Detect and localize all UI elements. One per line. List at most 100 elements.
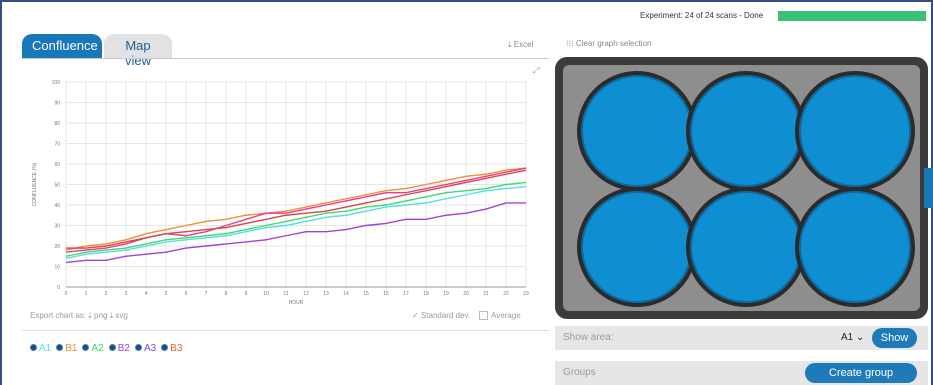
y-tick-label: 60: [54, 162, 60, 168]
legend-label: B1: [65, 343, 78, 354]
series-line-a3: [65, 202, 526, 264]
x-tick-label: 21: [483, 291, 489, 297]
y-tick-label: 20: [54, 244, 60, 250]
legend-dot-icon: [161, 344, 169, 351]
legend-dot-icon: [108, 344, 116, 351]
x-tick-label: 17: [403, 291, 409, 297]
export-label: Export chart as:: [30, 311, 87, 320]
series-line-b1: [65, 167, 527, 251]
groups-label: Groups: [563, 367, 596, 378]
well-b3[interactable]: [799, 191, 911, 303]
legend-item-b2[interactable]: B2: [108, 343, 130, 354]
x-tick-label: 9: [245, 291, 248, 297]
show-area-bar: Show area: A1 ⌄ Show: [555, 326, 928, 350]
y-tick-label: 30: [54, 224, 60, 230]
x-axis-label: HOUR: [289, 300, 304, 306]
tab-map-view[interactable]: Map view: [104, 34, 172, 68]
show-area-label: Show area:: [563, 332, 614, 343]
x-tick-label: 3: [125, 291, 128, 297]
legend-label: A3: [143, 343, 157, 354]
x-tick-label: 14: [343, 291, 349, 297]
legend-divider: [22, 330, 549, 331]
legend-item-a1[interactable]: A1: [30, 343, 51, 354]
download-icon: ⤓: [508, 40, 512, 49]
legend-dot-icon: [82, 344, 90, 351]
svg-export-button[interactable]: ⤓ svg: [109, 311, 128, 320]
clear-graph-selection-button[interactable]: ⁝⁝⁝ Clear graph selection: [566, 39, 651, 48]
series-line-a2: [65, 181, 527, 257]
standard-dev-checkbox[interactable]: ✓ Standard dev.: [412, 311, 471, 320]
expand-chart-icon[interactable]: ⤢: [533, 66, 540, 75]
well-b2[interactable]: [690, 191, 802, 303]
x-tick-label: 0: [65, 291, 68, 297]
y-tick-label: 40: [54, 203, 60, 209]
well-legend: A1 B1 A2 B2 A3 B3: [30, 343, 187, 354]
chart-options-row: ✓ Standard dev. Average: [412, 311, 521, 321]
well-plate-image[interactable]: [555, 57, 928, 319]
x-tick-label: 6: [185, 291, 188, 297]
tab-confluence[interactable]: Confluence: [22, 34, 102, 58]
check-icon: ✓: [412, 311, 419, 320]
checkbox-box: [479, 311, 489, 321]
png-export-button[interactable]: ⤓ png: [88, 311, 108, 320]
scan-progress-bar: [778, 11, 926, 21]
legend-label: A1: [39, 343, 52, 354]
legend-label: A2: [91, 343, 104, 354]
excel-label: Excel: [513, 40, 534, 49]
x-tick-label: 10: [263, 291, 269, 297]
legend-dot-icon: [30, 344, 37, 351]
y-tick-label: 90: [54, 101, 60, 107]
x-tick-label: 1: [85, 291, 88, 297]
legend-dot-icon: [56, 344, 64, 351]
x-tick-label: 7: [205, 291, 208, 297]
x-tick-label: 22: [503, 291, 509, 297]
legend-item-a3[interactable]: A3: [134, 343, 157, 354]
x-tick-label: 16: [383, 291, 389, 297]
legend-label: B3: [170, 343, 183, 354]
legend-item-b1[interactable]: B1: [56, 343, 77, 354]
clear-selection-label: Clear graph selection: [575, 39, 652, 48]
x-tick-label: 12: [303, 291, 309, 297]
x-tick-label: 20: [463, 291, 469, 297]
series-line-a1: [65, 185, 527, 259]
legend-label: B2: [117, 343, 130, 354]
well-a2[interactable]: [690, 75, 802, 187]
grid-icon: ⁝⁝⁝: [566, 39, 574, 48]
create-group-button[interactable]: Create group: [805, 363, 917, 383]
experiment-status: Experiment: 24 of 24 scans - Done: [640, 11, 764, 20]
y-tick-label: 80: [54, 121, 60, 127]
download-icon: ⤓: [88, 311, 92, 320]
area-select[interactable]: A1 ⌄: [841, 332, 865, 343]
x-tick-label: 15: [363, 291, 369, 297]
x-tick-label: 4: [145, 291, 148, 297]
x-tick-label: 8: [225, 291, 228, 297]
series-line-b3: [66, 169, 527, 249]
excel-export-button[interactable]: ⤓ Excel: [508, 40, 533, 50]
x-tick-label: 11: [283, 291, 288, 297]
x-tick-label: 13: [323, 291, 329, 297]
side-panel-tab[interactable]: [924, 168, 933, 208]
tab-underline: [22, 58, 549, 59]
average-checkbox[interactable]: Average: [479, 311, 521, 321]
scan-progress-fill: [778, 11, 926, 21]
y-tick-label: 100: [52, 80, 61, 86]
well-a1[interactable]: [581, 75, 693, 187]
y-tick-label: 10: [54, 265, 60, 271]
legend-item-b3[interactable]: B3: [161, 343, 182, 354]
well-a3[interactable]: [799, 75, 911, 187]
x-tick-label: 5: [165, 291, 168, 297]
chevron-down-icon: ⌄: [856, 332, 865, 343]
well-b1[interactable]: [581, 191, 693, 303]
x-tick-label: 18: [423, 291, 429, 297]
groups-bar: Groups Create group: [555, 361, 928, 385]
x-tick-label: 19: [443, 291, 449, 297]
y-axis-label: CONFLUENCE (%): [32, 162, 38, 206]
y-tick-label: 50: [54, 183, 60, 189]
legend-item-a2[interactable]: A2: [82, 343, 104, 354]
legend-dot-icon: [134, 344, 142, 351]
show-button[interactable]: Show: [872, 328, 917, 348]
x-tick-label: 2: [105, 291, 108, 297]
y-tick-label: 70: [54, 142, 60, 148]
x-tick-label: 23: [523, 291, 529, 297]
